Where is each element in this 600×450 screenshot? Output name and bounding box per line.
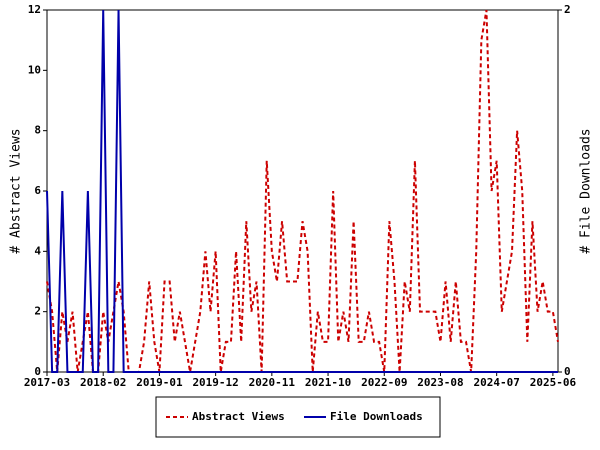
x-tick-label: 2022-09: [361, 376, 407, 389]
x-tick-label: 2018-02: [80, 376, 126, 389]
legend-label: File Downloads: [330, 410, 423, 423]
y-tick-label: 12: [28, 3, 41, 16]
x-tick-label: 2019-12: [192, 376, 238, 389]
y-tick-label: 8: [34, 124, 41, 137]
y-axis-label: # Abstract Views: [9, 128, 24, 253]
series-line: [46, 9, 558, 373]
x-tick-label: 2023-08: [417, 376, 463, 389]
legend-box: [155, 396, 441, 438]
y2-tick-label: 0: [564, 365, 571, 378]
legend-label: Abstract Views: [192, 410, 285, 423]
y-tick-label: 4: [34, 244, 41, 257]
x-tick-label: 2017-03: [24, 376, 70, 389]
y-tick-label: 6: [34, 184, 41, 197]
x-tick-label: 2024-07: [474, 376, 520, 389]
x-tick-label: 2019-01: [136, 376, 183, 389]
y2-axis-label: # File Downloads: [579, 128, 594, 253]
y-tick-label: 10: [28, 63, 41, 76]
x-tick-label: 2021-10: [305, 376, 351, 389]
y2-tick-label: 2: [564, 3, 571, 16]
y-tick-label: 0: [34, 365, 41, 378]
x-tick-label: 2025-06: [530, 376, 577, 389]
x-tick-label: 2020-11: [249, 376, 296, 389]
y-tick-label: 2: [34, 305, 41, 318]
